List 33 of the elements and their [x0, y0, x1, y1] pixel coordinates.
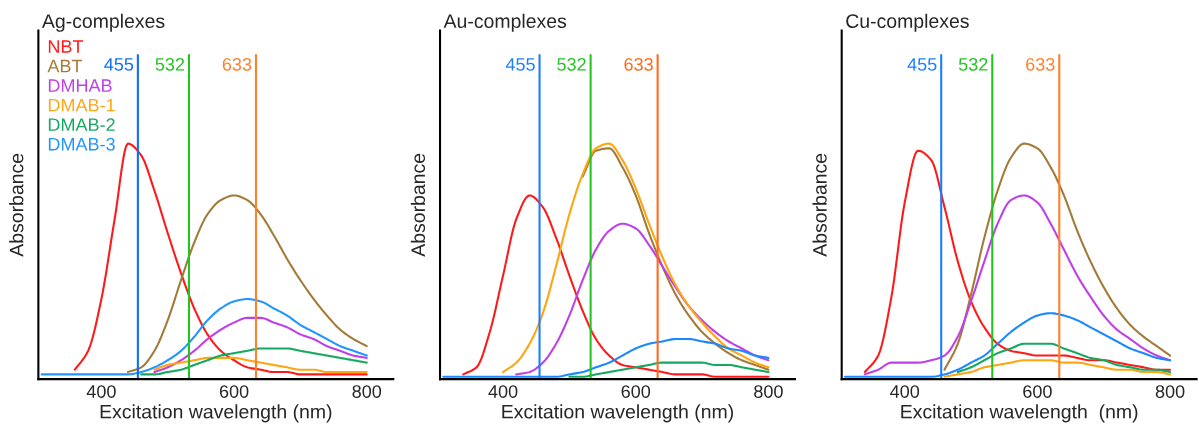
x-axis-title: Excitation wavelength (nm) [901, 404, 1138, 423]
x-tick-label: 400 [488, 385, 518, 398]
y-axis-title: Absorbance [410, 153, 426, 257]
x-axis-title: Excitation wavelength (nm) [502, 404, 733, 423]
x-tick-label: 600 [621, 385, 651, 398]
chart-title: Au-complexes [443, 13, 567, 32]
x-tick-label: 600 [219, 385, 249, 398]
chart-title: Cu-complexes [846, 13, 969, 32]
x-tick-label: 800 [1155, 385, 1185, 398]
ref-line-label: 633 [222, 57, 252, 71]
x-tick-label: 800 [352, 385, 382, 398]
ref-line-label: 455 [907, 58, 937, 71]
x-tick-label: 800 [754, 385, 783, 398]
ref-line-label: 532 [557, 57, 586, 71]
y-axis-title: Absorbance [812, 153, 827, 257]
chart-title: Ag-complexes [41, 13, 165, 32]
x-tick-label: 400 [890, 385, 920, 398]
x-tick-label: 600 [1023, 385, 1052, 398]
x-tick-label: 400 [86, 385, 116, 398]
text: DMAB-1 [48, 98, 115, 112]
ref-line-label: 455 [505, 58, 535, 71]
y-axis-title: Absorbance [9, 153, 24, 257]
text: DMAB-3 [48, 137, 115, 151]
ref-line-label: 532 [155, 57, 185, 71]
text: DMHAB [48, 79, 112, 92]
text: NBT [48, 40, 84, 53]
text: DMAB-2 [48, 118, 115, 131]
ref-line-label: 455 [104, 58, 134, 71]
ref-line-label: 633 [1026, 57, 1055, 71]
x-axis-title: Excitation wavelength (nm) [100, 404, 332, 423]
text: ABT [47, 59, 83, 73]
ref-line-label: 633 [624, 57, 653, 71]
ref-line-label: 532 [958, 57, 988, 71]
